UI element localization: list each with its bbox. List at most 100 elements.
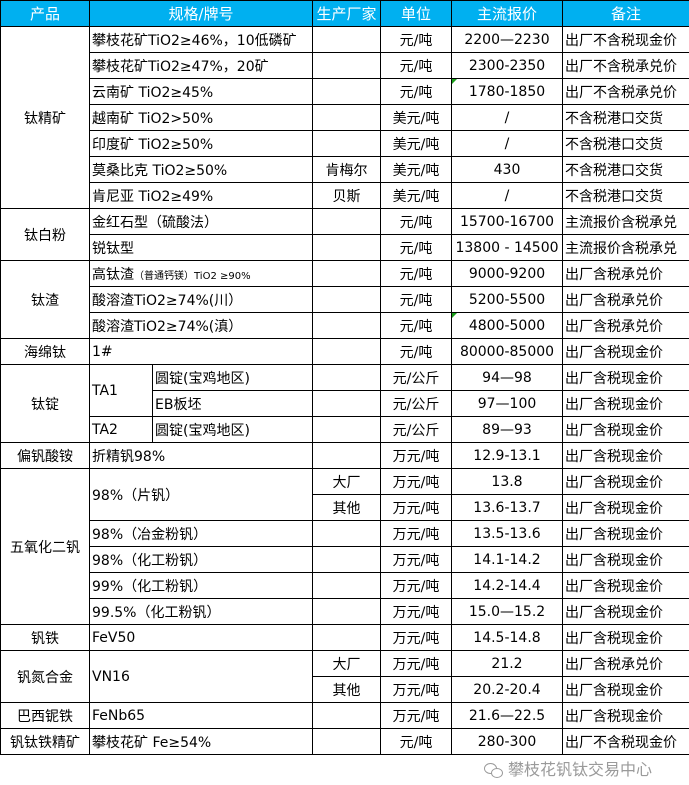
- maker-cell: [312, 78, 381, 105]
- product-cell: 偏钒酸铵: [0, 442, 90, 469]
- note-cell: 主流报价含税承兑: [562, 208, 689, 235]
- price-cell: 12.9-13.1: [451, 442, 563, 469]
- note-cell: 不含税港口交货: [562, 182, 689, 209]
- spec-cell: 攀枝花矿 Fe≥54%: [89, 728, 313, 755]
- sub-spec-cell: EB板坯: [152, 390, 313, 417]
- table-row: 其他 万元/吨 13.6-13.7 出厂含税现金价: [1, 494, 689, 521]
- unit-cell: 元/吨: [380, 26, 452, 53]
- unit-cell: 美元/吨: [380, 130, 452, 157]
- header-note: 备注: [562, 0, 689, 27]
- table-row: 海绵钛 1# 元/吨 80000-85000 出厂含税现金价: [0, 338, 689, 365]
- note-cell: 出厂含税现金价: [562, 572, 689, 599]
- note-cell: 出厂含税承兑价: [562, 650, 689, 677]
- header-row: 产品 规格/牌号 生产厂家 单位 主流报价 备注: [0, 0, 689, 27]
- spec-text: 高钛渣: [92, 266, 134, 283]
- maker-cell: 大厂: [312, 468, 381, 495]
- table-row: 钛白粉 金红石型（硫酸法） 元/吨 15700-16700 主流报价含税承兑: [0, 208, 689, 261]
- unit-cell: 万元/吨: [380, 468, 452, 495]
- maker-cell: [312, 286, 381, 313]
- unit-cell: 万元/吨: [380, 572, 452, 599]
- table-row: 钒氮合金 VN16 大厂 万元/吨 21.2 出厂含税承兑价: [0, 650, 689, 703]
- note-cell: 出厂含税现金价: [562, 338, 689, 365]
- product-cell: 钛精矿: [0, 26, 90, 209]
- maker-cell: [312, 26, 381, 53]
- sub-spec-cell: 圆锭(宝鸡地区): [152, 364, 313, 391]
- table-row: 钛锭 TA1 圆锭(宝鸡地区) 元/公斤 94—98 出厂含税现金价: [0, 364, 689, 443]
- product-cell: 钒氮合金: [0, 650, 90, 703]
- spec-cell: 金红石型（硫酸法）: [89, 208, 313, 235]
- spec-cell: 98%（冶金粉钒）: [89, 520, 313, 547]
- unit-cell: 万元/吨: [380, 676, 452, 703]
- table-row: 钒铁 FeV50 万元/吨 14.5-14.8 出厂含税现金价: [0, 624, 689, 651]
- product-cell: 钛渣: [0, 260, 90, 339]
- price-cell: 14.1-14.2: [451, 546, 563, 573]
- unit-cell: 万元/吨: [380, 598, 452, 625]
- header-spec: 规格/牌号: [89, 0, 313, 27]
- maker-cell: [312, 546, 381, 573]
- spec-cell: 1#: [89, 338, 313, 365]
- maker-cell: [312, 598, 381, 625]
- price-cell: 21.2: [451, 650, 563, 677]
- unit-cell: 万元/吨: [380, 546, 452, 573]
- note-cell: 出厂含税现金价: [562, 624, 689, 651]
- note-cell: 不含税港口交货: [562, 130, 689, 157]
- price-cell: /: [451, 104, 563, 131]
- unit-cell: 元/吨: [380, 286, 452, 313]
- price-cell: 13800 - 14500: [451, 234, 563, 261]
- note-cell: 不含税港口交货: [562, 156, 689, 183]
- spec-cell: 99%（化工粉钒）: [89, 572, 313, 599]
- price-cell: 5200-5500: [451, 286, 563, 313]
- table-row: 钛渣 高钛渣（普通钙镁）TiO2 ≥90% 元/吨 9000-9200 出厂含税承兑价: [0, 260, 689, 339]
- unit-cell: 元/吨: [380, 338, 452, 365]
- maker-cell: [312, 312, 381, 339]
- unit-cell: 万元/吨: [380, 624, 452, 651]
- spec-cell: 肯尼亚 TiO2≥49%: [89, 182, 313, 209]
- spec-cell: 高钛渣（普通钙镁）TiO2 ≥90%: [89, 260, 313, 287]
- header-maker: 生产厂家: [312, 0, 381, 27]
- unit-cell: 元/公斤: [380, 416, 452, 443]
- unit-cell: 元/吨: [380, 234, 452, 261]
- price-cell: 13.8: [451, 468, 563, 495]
- price-cell: 15.0—15.2: [451, 598, 563, 625]
- header-unit: 单位: [380, 0, 452, 27]
- unit-cell: 美元/吨: [380, 156, 452, 183]
- note-cell: 出厂含税现金价: [562, 416, 689, 443]
- product-cell: 钛白粉: [0, 208, 90, 261]
- maker-cell: [312, 104, 381, 131]
- maker-cell: [312, 338, 381, 365]
- note-cell: 出厂含税现金价: [562, 390, 689, 417]
- table-row: 99%（化工粉钒） 万元/吨 14.2-14.4 出厂含税现金价: [1, 572, 689, 599]
- spec-cell: TA1: [89, 364, 153, 417]
- price-cell: 80000-85000: [451, 338, 563, 365]
- maker-cell: [312, 260, 381, 287]
- table-row: 五氧化二钒 98%（片钒） 大厂 万元/吨 13.8 出厂含税现金价: [0, 468, 689, 625]
- unit-cell: 元/公斤: [380, 390, 452, 417]
- table-row: 钛精矿 攀枝花矿TiO2≥46%，10低磷矿 元/吨 2200—2230 出厂不含税现金…: [0, 26, 689, 209]
- maker-cell: 大厂: [312, 650, 381, 677]
- table-row: 印度矿 TiO2≥50% 美元/吨 / 不含税港口交货: [1, 130, 689, 157]
- header-price: 主流报价: [451, 0, 563, 27]
- table-row: 莫桑比克 TiO2≥50% 肯梅尔 美元/吨 430 不含税港口交货: [1, 156, 689, 183]
- unit-cell: 万元/吨: [380, 702, 452, 729]
- price-cell: 15700-16700: [451, 208, 563, 235]
- maker-cell: 其他: [312, 676, 381, 703]
- price-cell: 9000-9200: [451, 260, 563, 287]
- spec-cell: 攀枝花矿TiO2≥47%，20矿: [89, 52, 313, 79]
- maker-cell: [312, 702, 381, 729]
- maker-cell: [312, 624, 381, 651]
- table-row: 酸溶渣TiO2≥74%(川） 元/吨 5200-5500 出厂含税承兑价: [1, 286, 689, 313]
- unit-cell: 美元/吨: [380, 104, 452, 131]
- note-cell: 出厂含税承兑价: [562, 260, 689, 287]
- spec-cell: 印度矿 TiO2≥50%: [89, 130, 313, 157]
- spec-cell: 越南矿 TiO2>50%: [89, 104, 313, 131]
- price-cell: 20.2-20.4: [451, 676, 563, 703]
- unit-cell: 元/吨: [380, 78, 452, 105]
- note-cell: 出厂不含税现金价: [562, 26, 689, 53]
- table-row: 攀枝花矿TiO2≥47%，20矿 元/吨 2300-2350 出厂不含税承兑价: [1, 52, 689, 79]
- price-cell: 14.5-14.8: [451, 624, 563, 651]
- price-cell: 13.6-13.7: [451, 494, 563, 521]
- product-cell: 巴西铌铁: [0, 702, 90, 729]
- product-cell: 钒钛铁精矿: [0, 728, 90, 755]
- table-row: 巴西铌铁 FeNb65 万元/吨 21.6—22.5 出厂含税现金价: [0, 702, 689, 729]
- unit-cell: 万元/吨: [380, 442, 452, 469]
